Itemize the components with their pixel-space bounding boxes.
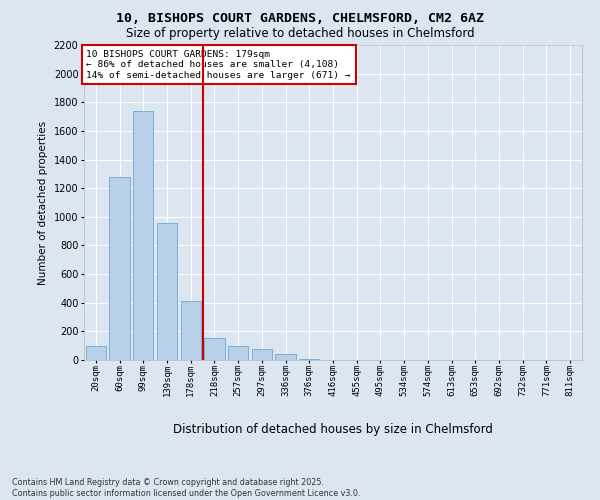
Bar xyxy=(205,338,224,360)
Text: 10 BISHOPS COURT GARDENS: 179sqm
← 86% of detached houses are smaller (4,108)
14: 10 BISHOPS COURT GARDENS: 179sqm ← 86% o… xyxy=(86,50,351,80)
Bar xyxy=(252,350,272,360)
Bar xyxy=(133,111,154,360)
Y-axis label: Number of detached properties: Number of detached properties xyxy=(38,120,48,284)
Bar xyxy=(157,222,177,360)
Bar xyxy=(228,346,248,360)
Bar xyxy=(181,302,201,360)
Text: Distribution of detached houses by size in Chelmsford: Distribution of detached houses by size … xyxy=(173,422,493,436)
Text: Size of property relative to detached houses in Chelmsford: Size of property relative to detached ho… xyxy=(125,28,475,40)
Bar xyxy=(86,346,106,360)
Text: 10, BISHOPS COURT GARDENS, CHELMSFORD, CM2 6AZ: 10, BISHOPS COURT GARDENS, CHELMSFORD, C… xyxy=(116,12,484,26)
Bar xyxy=(275,354,296,360)
Text: Contains HM Land Registry data © Crown copyright and database right 2025.
Contai: Contains HM Land Registry data © Crown c… xyxy=(12,478,361,498)
Bar xyxy=(109,176,130,360)
Bar xyxy=(299,358,319,360)
